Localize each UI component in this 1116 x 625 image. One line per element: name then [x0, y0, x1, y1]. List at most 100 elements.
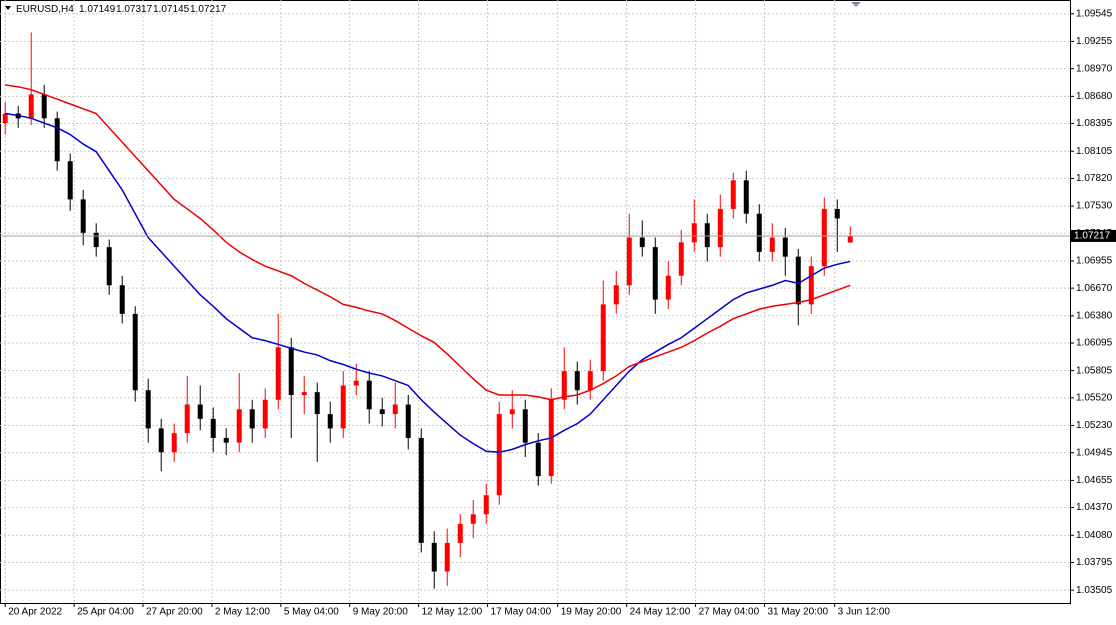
candle-body	[340, 385, 346, 429]
candle-body	[197, 404, 203, 419]
candle-body	[2, 113, 8, 124]
candle-body	[80, 199, 86, 233]
y-tick-label: 1.04370	[1076, 502, 1113, 513]
candle-body	[561, 371, 567, 400]
y-tick-label: 1.09255	[1076, 36, 1113, 47]
symbol: EURUSD,H4	[16, 4, 74, 15]
candle-body	[600, 304, 606, 372]
candle-body	[54, 118, 60, 162]
candle-body	[587, 371, 593, 391]
candle-body	[496, 414, 502, 496]
candle-body	[626, 237, 632, 286]
candle-body	[665, 275, 671, 300]
y-tick-label: 1.06670	[1076, 283, 1113, 294]
header: EURUSD,H4 1.071491.073171.071451.07217	[5, 4, 227, 15]
x-tick-label: 24 May 12:00	[630, 607, 691, 618]
candle-body	[223, 437, 229, 443]
x-tick-label: 3 Jun 12:00	[838, 607, 891, 618]
header-text: EURUSD,H4 1.071491.073171.071451.07217	[16, 4, 227, 15]
y-tick-label: 1.04080	[1076, 530, 1113, 541]
candle-body	[314, 392, 320, 415]
candle-body	[574, 371, 580, 391]
candle-body	[756, 213, 762, 252]
candle-body	[93, 232, 99, 248]
price-tag	[1071, 229, 1116, 242]
candle-body	[652, 247, 658, 300]
candle-body	[28, 94, 34, 119]
x-tick-label: 17 May 04:00	[491, 607, 552, 618]
y-tick-label: 1.06380	[1076, 310, 1113, 321]
candle-body	[782, 237, 788, 257]
moving-average	[5, 84, 851, 401]
candle-body	[106, 247, 112, 286]
candle-body	[405, 404, 411, 438]
header-arrow	[5, 6, 11, 10]
candle-body	[262, 399, 268, 429]
candle-body	[834, 208, 840, 219]
candle-body	[353, 380, 359, 386]
candle-body	[470, 514, 476, 524]
x-tick-label: 9 May 20:00	[353, 607, 408, 618]
candle-body	[457, 523, 463, 543]
candle-body	[717, 208, 723, 248]
candle-body	[730, 180, 736, 209]
header-low: 1.07145	[153, 4, 190, 15]
candle-body	[522, 409, 528, 443]
candle-body	[613, 285, 619, 305]
x-tick-label: 2 May 12:00	[215, 607, 270, 618]
header-close: 1.07217	[190, 4, 227, 15]
candle-body	[535, 442, 541, 477]
y-tick-label: 1.03795	[1076, 557, 1113, 568]
candle-body	[184, 404, 190, 434]
candle-body	[210, 418, 216, 438]
candle-body	[392, 404, 398, 415]
candle-body	[808, 266, 814, 305]
candle-body	[171, 433, 177, 453]
candle-body	[41, 94, 47, 119]
y-tick-label: 1.06955	[1076, 256, 1113, 267]
candle-body	[366, 380, 372, 410]
candle-body	[67, 161, 73, 200]
candle-body	[158, 428, 164, 453]
y-tick-label: 1.07820	[1076, 173, 1113, 184]
x-tick-label: 27 May 04:00	[699, 607, 760, 618]
candle-body	[288, 347, 294, 396]
candle-body	[301, 392, 307, 396]
candle-body	[691, 223, 697, 243]
candle-body	[821, 208, 827, 267]
header-open: 1.07149	[79, 4, 116, 15]
candle-body	[431, 542, 437, 572]
x-tick-label: 19 May 20:00	[561, 607, 622, 618]
candle-body	[418, 437, 424, 543]
candle-body	[769, 237, 775, 252]
y-tick-label: 1.03505	[1076, 585, 1113, 596]
shift-marker	[851, 2, 861, 7]
y-tick-label: 1.08395	[1076, 118, 1113, 129]
y-tick-label: 1.05805	[1076, 365, 1113, 376]
candle-body	[678, 242, 684, 276]
moving-average	[5, 112, 851, 454]
y-tick-label: 1.04655	[1076, 475, 1113, 486]
x-tick-label: 20 Apr 2022	[8, 607, 62, 618]
y-tick-label: 1.05230	[1076, 420, 1113, 431]
y-tick-label: 1.08970	[1076, 63, 1113, 74]
y-tick-label: 1.04945	[1076, 447, 1113, 458]
x-tick-label: 12 May 12:00	[422, 607, 483, 618]
candle-body	[249, 409, 255, 429]
candle-body	[483, 495, 489, 515]
candle-body	[379, 409, 385, 415]
header-high: 1.07317	[116, 4, 153, 15]
x-tick-label: 27 Apr 20:00	[146, 607, 203, 618]
candle-body	[795, 256, 801, 305]
plot-frame	[0, 0, 1071, 604]
candle-body	[119, 285, 125, 314]
y-tick-label: 1.08680	[1076, 91, 1113, 102]
candle-body	[327, 414, 333, 429]
y-tick-label: 1.09545	[1076, 8, 1113, 19]
x-tick-label: 31 May 20:00	[767, 607, 828, 618]
x-tick-label: 5 May 04:00	[284, 607, 339, 618]
y-tick-label: 1.08105	[1076, 146, 1113, 157]
candle-body	[704, 223, 710, 248]
y-tick-label: 1.05520	[1076, 393, 1113, 404]
